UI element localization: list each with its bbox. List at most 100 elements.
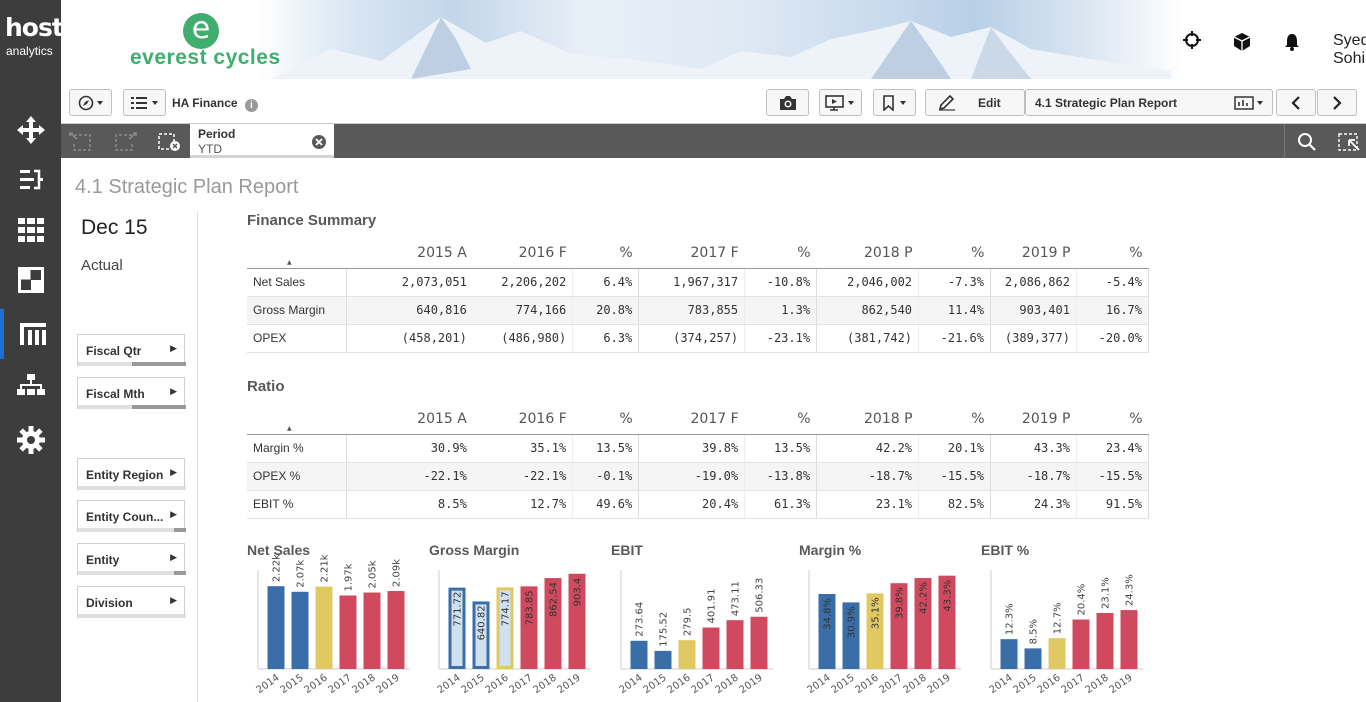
selections-tool-icon[interactable] — [1337, 132, 1363, 152]
finance_summary-column-header[interactable]: % — [744, 238, 817, 269]
finance_summary-column-header[interactable]: % — [572, 238, 639, 269]
chart-bar[interactable] — [520, 586, 538, 669]
filter-fiscal-mth[interactable]: Fiscal Mth ▶ — [77, 377, 186, 409]
step-forward-icon[interactable] — [114, 132, 138, 152]
cube-icon[interactable] — [1232, 32, 1252, 52]
chart-bar[interactable] — [726, 620, 744, 669]
filter-entity-region[interactable]: Entity Region ▶ — [77, 458, 186, 490]
net-sales-chart[interactable]: 2.22k 2014 2.07k 2015 2.21k 2016 1.97k 2017 2.05… — [248, 554, 418, 702]
user-name[interactable]: Syed Sohil — [1333, 32, 1366, 67]
table-row[interactable]: Gross Margin 640,816 774,166 20.8% 783,855 1.… — [247, 296, 1150, 325]
flow-icon[interactable] — [0, 155, 61, 205]
chart-bar[interactable] — [1120, 610, 1138, 669]
clear-selections-icon[interactable] — [157, 132, 183, 152]
table-row[interactable]: Margin % 30.9% 35.1% 13.5% 39.8% 13.5% 42.2% 20… — [247, 434, 1150, 463]
chart-bar[interactable] — [387, 591, 405, 669]
grid-icon[interactable] — [0, 205, 61, 255]
search-icon[interactable] — [1297, 132, 1317, 152]
navigation-menu-button[interactable] — [69, 89, 112, 116]
chart-bar[interactable] — [938, 575, 956, 669]
ratio-column-header[interactable]: 2018 P — [816, 404, 919, 435]
ebit-pct-chart[interactable]: 12.3% 2014 8.5% 2015 12.7% 2016 20.4% 2017 23.1%… — [981, 562, 1151, 702]
filter-division[interactable]: Division ▶ — [77, 586, 186, 618]
step-back-icon[interactable] — [68, 132, 92, 152]
move-icon[interactable] — [0, 105, 61, 155]
ratio-column-header[interactable]: 2019 P — [990, 404, 1077, 435]
ratio-column-header[interactable]: 2016 F — [472, 404, 573, 435]
table-row[interactable]: Net Sales 2,073,051 2,206,202 6.4% 1,967,317… — [247, 268, 1150, 297]
dashboard-icon[interactable] — [0, 255, 61, 305]
ratio-column-header[interactable]: % — [918, 404, 991, 435]
crosshair-icon[interactable] — [1182, 30, 1202, 50]
ratio-column-header[interactable]: 2017 F — [638, 404, 745, 435]
ratio-column-header[interactable]: % — [572, 404, 639, 435]
chart-bar[interactable] — [363, 592, 381, 669]
chart-bar[interactable] — [1096, 612, 1114, 669]
org-icon[interactable] — [0, 361, 61, 411]
chart-bar[interactable] — [1048, 638, 1066, 669]
sheet-selector[interactable]: 4.1 Strategic Plan Report — [1025, 89, 1273, 116]
table-cell: -22.1% — [346, 462, 473, 491]
chart-category-label: 2017 — [508, 672, 535, 696]
row-label: Gross Margin — [247, 296, 348, 325]
ratio-column-header[interactable]: % — [744, 404, 817, 435]
bookmark-button[interactable] — [873, 89, 916, 116]
previous-sheet-button[interactable] — [1276, 89, 1316, 116]
gear-icon[interactable] — [0, 415, 61, 465]
finance_summary-column-header[interactable]: % — [918, 238, 991, 269]
finance_summary-column-header[interactable]: % — [1076, 238, 1149, 269]
edit-button[interactable]: Edit — [925, 89, 1025, 116]
filter-entity-country[interactable]: Entity Coun... ▶ — [77, 500, 186, 532]
ratio-column-header[interactable]: % — [1076, 404, 1149, 435]
finance_summary-column-header[interactable]: 2017 F — [638, 238, 745, 269]
chart-bar[interactable] — [914, 578, 932, 669]
chart-bar[interactable] — [291, 591, 309, 669]
period-selection-chip[interactable]: Period YTD — [190, 124, 334, 158]
chart-bar[interactable] — [654, 650, 672, 669]
table-cell: -15.5% — [1075, 462, 1150, 491]
chart-bar[interactable] — [544, 578, 562, 669]
info-icon[interactable]: i — [244, 99, 258, 112]
table-row[interactable]: OPEX (458,201) (486,980) 6.3% (374,257) -23.1… — [247, 324, 1150, 353]
chart-bar[interactable] — [630, 640, 648, 669]
chart-bar[interactable] — [818, 593, 836, 669]
chart-bar[interactable] — [1000, 639, 1018, 669]
columns-icon[interactable] — [0, 309, 61, 359]
next-sheet-button[interactable] — [1317, 89, 1357, 116]
clear-selection-icon[interactable] — [311, 134, 327, 150]
table-row[interactable]: OPEX % -22.1% -22.1% -0.1% -19.0% -13.8% -18.7… — [247, 462, 1150, 491]
chart-bar[interactable] — [866, 593, 884, 669]
chart-category-label: 2014 — [255, 672, 282, 696]
margin-pct-chart[interactable]: 34.8% 2014 30.9% 2015 35.1% 2016 39.8% 2017 42.2… — [799, 562, 969, 702]
chart-data-label: 273.64 — [635, 602, 646, 637]
chart-bar[interactable] — [315, 586, 333, 669]
finance_summary-column-header[interactable]: 2016 F — [472, 238, 573, 269]
present-button[interactable] — [819, 89, 862, 116]
chart-data-label: 35.1% — [871, 597, 882, 629]
chart-bar[interactable] — [702, 627, 720, 669]
chart-bar[interactable] — [339, 595, 357, 669]
filter-entity[interactable]: Entity ▶ — [77, 543, 186, 575]
chart-bar[interactable] — [890, 583, 908, 669]
finance_summary-column-header[interactable]: 2019 P — [990, 238, 1077, 269]
finance_summary-column-header[interactable]: 2015 A — [346, 238, 473, 269]
table-cell: -18.7% — [816, 462, 919, 491]
chart-bar[interactable] — [568, 573, 586, 669]
gross-margin-chart[interactable]: 771.72 2014 640.82 2015 774.17 2016 783.85 2017… — [429, 562, 599, 702]
chart-title-margin-pct: Margin % — [799, 542, 862, 558]
chart-bar[interactable] — [1072, 619, 1090, 669]
chart-bar[interactable] — [842, 602, 860, 669]
bell-icon[interactable] — [1282, 32, 1302, 52]
snapshot-button[interactable] — [766, 89, 809, 116]
ratio-column-header[interactable]: 2015 A — [346, 404, 473, 435]
logo-line2: analytics — [6, 44, 53, 58]
finance_summary-column-header[interactable]: 2018 P — [816, 238, 919, 269]
chart-bar[interactable] — [267, 586, 285, 669]
table-row[interactable]: EBIT % 8.5% 12.7% 49.6% 20.4% 61.3% 23.1% 82.5%… — [247, 490, 1150, 519]
chart-bar[interactable] — [1024, 648, 1042, 669]
filter-fiscal-qtr[interactable]: Fiscal Qtr ▶ — [77, 334, 186, 366]
ebit-chart[interactable]: 273.64 2014 175.52 2015 279.5 2016 401.91 2017 4… — [611, 562, 781, 702]
chart-bar[interactable] — [678, 640, 696, 669]
sheet-list-button[interactable] — [123, 89, 166, 116]
chart-bar[interactable] — [750, 616, 768, 669]
